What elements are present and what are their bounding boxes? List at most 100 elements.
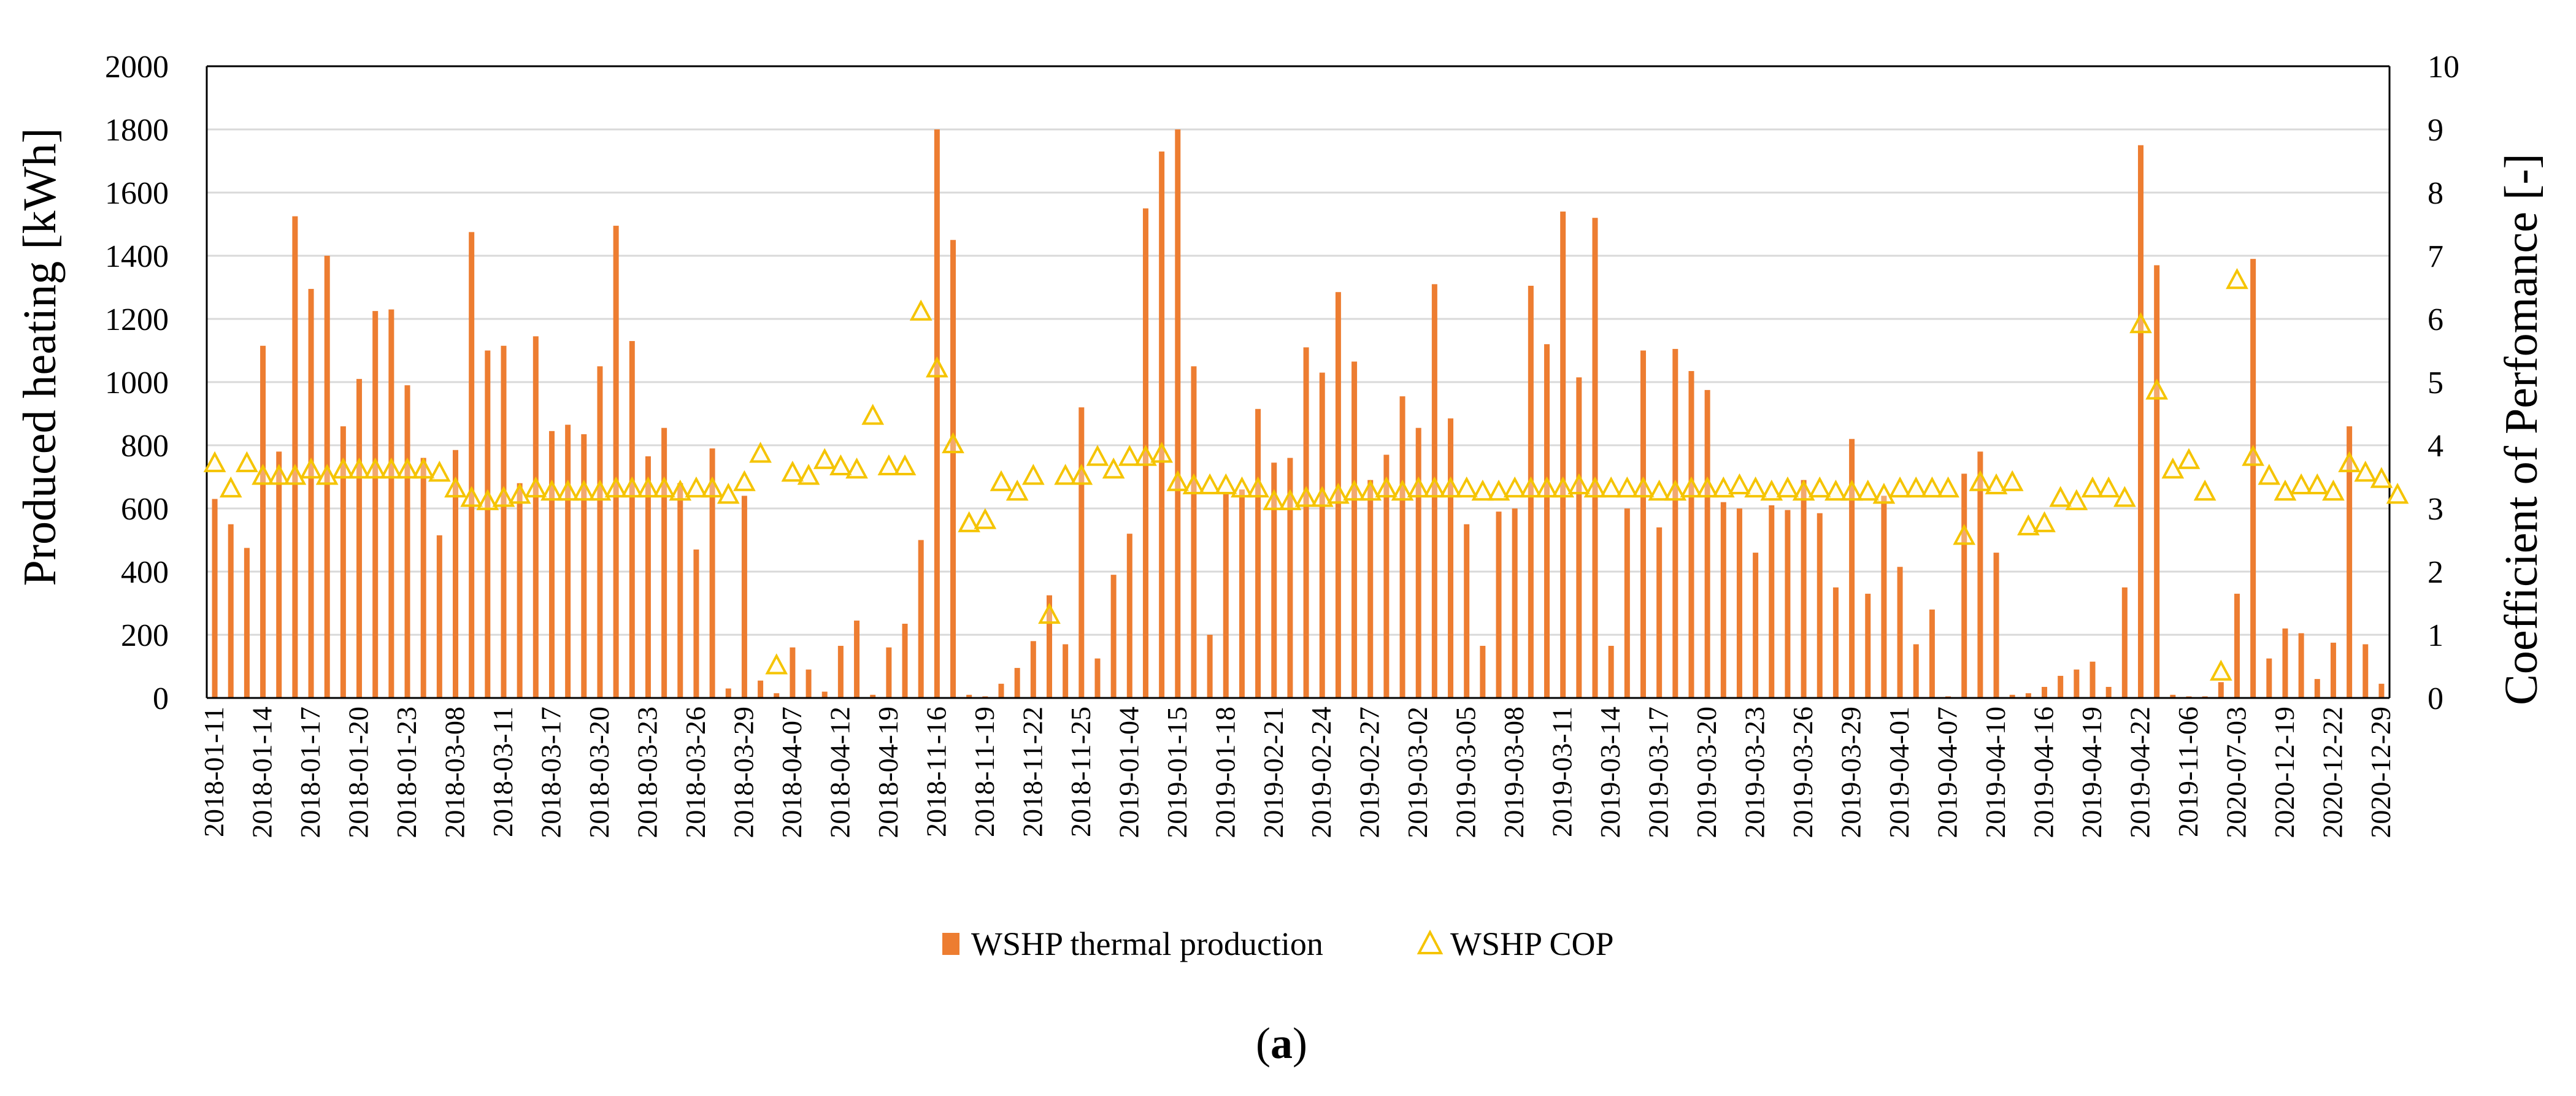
cop-point bbox=[1391, 480, 1414, 501]
bar bbox=[469, 232, 475, 698]
bar bbox=[420, 458, 426, 698]
x-tick-label: 2018-04-07 bbox=[776, 707, 807, 838]
cop-point bbox=[492, 486, 515, 507]
cop-point bbox=[1888, 476, 1912, 498]
cop-point bbox=[1696, 476, 1719, 498]
cop-point bbox=[1744, 476, 1767, 498]
x-tick-label: 2019-11-06 bbox=[2172, 707, 2204, 837]
x-tick-label: 2018-04-19 bbox=[872, 707, 904, 838]
x-tick-label: 2018-04-12 bbox=[824, 707, 855, 838]
bar bbox=[2121, 587, 2128, 698]
x-tick-label: 2020-12-29 bbox=[2365, 707, 2396, 838]
bar bbox=[1897, 567, 1903, 698]
bar bbox=[244, 548, 250, 698]
cop-point bbox=[1953, 524, 1976, 545]
left-tick-label: 1400 bbox=[105, 239, 169, 274]
bar bbox=[2266, 658, 2272, 698]
cop-point bbox=[1503, 476, 1526, 498]
cop-point bbox=[1118, 445, 1141, 466]
bar bbox=[1977, 451, 1983, 698]
cop-point bbox=[428, 461, 451, 482]
x-tick-label: 2018-11-19 bbox=[969, 707, 1000, 837]
x-tick-label: 2019-02-24 bbox=[1305, 707, 1337, 838]
cop-point bbox=[669, 480, 692, 501]
cop-point bbox=[1824, 480, 1847, 501]
cop-point bbox=[1263, 489, 1286, 510]
cop-point bbox=[1247, 476, 1269, 498]
cop-point bbox=[1583, 476, 1607, 498]
cop-point bbox=[1005, 480, 1029, 501]
cop-point bbox=[524, 476, 547, 498]
x-tick-label: 2019-01-18 bbox=[1209, 707, 1240, 838]
left-tick-label: 1000 bbox=[105, 366, 169, 400]
cop-point bbox=[1439, 476, 1462, 498]
x-tick-label: 2018-03-26 bbox=[680, 707, 711, 838]
cop-point bbox=[1921, 476, 1944, 498]
bar bbox=[1865, 594, 1871, 698]
cop-point bbox=[637, 476, 659, 498]
right-tick-label: 6 bbox=[2428, 302, 2443, 337]
bar bbox=[1383, 454, 1390, 698]
x-tick-label: 2018-03-08 bbox=[439, 707, 471, 838]
cop-point bbox=[1536, 476, 1558, 498]
bar bbox=[2105, 686, 2112, 698]
x-tick-label: 2018-01-17 bbox=[294, 707, 326, 838]
x-tick-label: 2019-03-29 bbox=[1836, 707, 1867, 838]
cop-point bbox=[1038, 602, 1061, 624]
cop-point bbox=[1615, 476, 1639, 498]
bar bbox=[1608, 646, 1614, 698]
cop-point bbox=[1969, 470, 1992, 491]
bar bbox=[501, 345, 507, 698]
bar bbox=[2314, 679, 2320, 698]
left-tick-label: 1800 bbox=[105, 113, 169, 148]
bar bbox=[212, 499, 218, 698]
bar bbox=[1448, 418, 1454, 698]
cop-point bbox=[604, 476, 628, 498]
bar bbox=[1431, 284, 1437, 699]
cop-point bbox=[1070, 464, 1093, 485]
cop-point bbox=[364, 457, 387, 479]
x-tick-label: 2019-03-23 bbox=[1739, 707, 1771, 838]
cop-point bbox=[1776, 476, 1799, 498]
bar bbox=[2042, 686, 2048, 698]
cop-markers bbox=[203, 267, 2409, 681]
x-tick-label: 2019-03-26 bbox=[1787, 707, 1818, 838]
x-tick-label: 2019-04-01 bbox=[1883, 707, 1915, 838]
bar bbox=[1207, 635, 1213, 698]
cop-point bbox=[2097, 476, 2120, 498]
cop-point bbox=[315, 464, 339, 485]
bar bbox=[2218, 682, 2224, 698]
bar bbox=[2090, 661, 2096, 698]
bar bbox=[886, 647, 892, 698]
cop-point bbox=[556, 480, 579, 501]
x-tick-label: 2019-03-11 bbox=[1547, 707, 1578, 837]
cop-point bbox=[1904, 476, 1928, 498]
x-tick-label: 2020-12-22 bbox=[2316, 707, 2348, 838]
x-tick-label: 2019-02-21 bbox=[1258, 707, 1289, 838]
legend-cop-label: WSHP COP bbox=[1450, 925, 1614, 962]
cop-point bbox=[2177, 448, 2201, 469]
cop-point bbox=[1150, 442, 1173, 463]
x-tick-label: 2020-07-03 bbox=[2220, 707, 2251, 838]
x-tick-label: 2019-03-05 bbox=[1450, 707, 1482, 838]
right-tick-label: 8 bbox=[2428, 176, 2443, 211]
right-tick-label: 9 bbox=[2428, 113, 2443, 148]
bar bbox=[2009, 694, 2015, 698]
cop-point bbox=[2226, 267, 2248, 289]
cop-point bbox=[1728, 473, 1751, 494]
cop-point bbox=[2033, 511, 2056, 532]
cop-point bbox=[348, 457, 371, 479]
cop-point bbox=[1520, 476, 1542, 498]
cop-point bbox=[909, 299, 932, 321]
bar bbox=[1672, 348, 1678, 698]
cop-point bbox=[1327, 483, 1350, 504]
cop-point bbox=[1712, 476, 1735, 498]
cop-point bbox=[1567, 473, 1591, 494]
cop-point bbox=[1760, 480, 1783, 501]
cop-point bbox=[283, 464, 307, 485]
bar bbox=[1480, 646, 1486, 698]
cop-point bbox=[1134, 445, 1157, 466]
bar bbox=[388, 309, 394, 698]
cop-point bbox=[958, 511, 981, 532]
